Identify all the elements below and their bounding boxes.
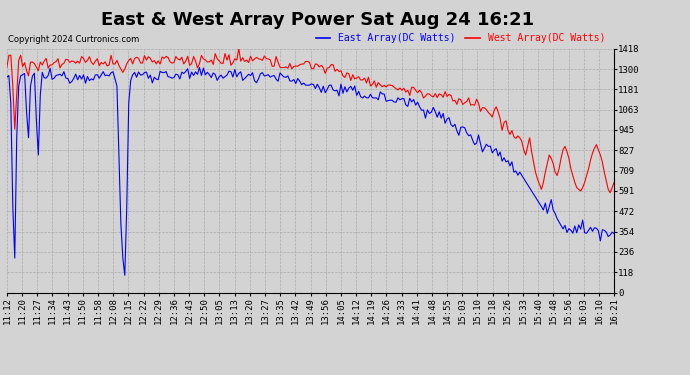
Legend: East Array(DC Watts), West Array(DC Watts): East Array(DC Watts), West Array(DC Watt… bbox=[312, 29, 609, 47]
Text: East & West Array Power Sat Aug 24 16:21: East & West Array Power Sat Aug 24 16:21 bbox=[101, 11, 534, 29]
Text: Copyright 2024 Curtronics.com: Copyright 2024 Curtronics.com bbox=[8, 35, 139, 44]
